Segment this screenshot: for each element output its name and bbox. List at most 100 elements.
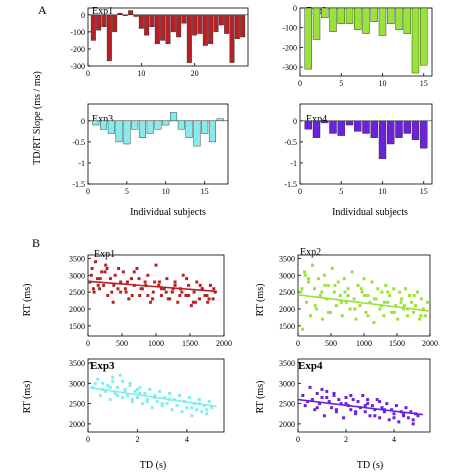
scatter-point	[370, 404, 374, 408]
scatter-point	[412, 294, 416, 297]
scatter-point	[93, 260, 97, 264]
bar	[378, 120, 387, 159]
scatter-point	[195, 408, 199, 412]
scatter-point	[364, 310, 368, 314]
scatter-point	[419, 297, 423, 301]
scatter-point	[303, 273, 307, 277]
x-tick-label: 10	[379, 79, 387, 88]
ylabel-b-bottom: RT (ms)	[22, 381, 33, 414]
y-tick-label: -200	[282, 43, 297, 52]
bar	[162, 120, 170, 126]
bar	[420, 120, 428, 149]
scatter-point	[146, 273, 150, 277]
bar	[229, 14, 235, 63]
scatter-point	[299, 290, 303, 294]
scatter-point	[398, 290, 402, 294]
scatter-point	[409, 410, 413, 414]
scatter-point	[404, 406, 408, 410]
scatter-point	[121, 379, 125, 383]
bar	[345, 120, 354, 126]
scatter-point	[358, 304, 362, 308]
scatter-point	[135, 387, 139, 391]
y-tick-label: 0	[81, 117, 85, 126]
y-tick-label: 2500	[69, 288, 85, 297]
scatter-point	[326, 283, 330, 287]
bar	[185, 120, 193, 138]
plot-title: Exp1	[94, 249, 115, 260]
scatter-point	[93, 381, 97, 385]
y-tick-label: -300	[70, 62, 85, 71]
scatter-point	[145, 398, 149, 402]
scatter-point	[328, 310, 332, 314]
scatter-point	[92, 290, 96, 294]
scatter-point	[340, 314, 344, 318]
bar	[403, 7, 411, 34]
scatter-point	[111, 300, 115, 304]
scatter-point	[402, 414, 406, 418]
scatter-point	[378, 416, 382, 420]
bar	[92, 120, 100, 126]
scatter-point	[392, 310, 396, 314]
scatter-point	[310, 398, 314, 402]
scatter-point	[392, 416, 396, 420]
scatter-point	[303, 404, 307, 408]
scatter-point	[149, 300, 153, 304]
y-tick-label: -300	[282, 63, 297, 72]
bar	[387, 120, 395, 145]
y-tick-label: 2000	[279, 420, 295, 429]
bar	[154, 120, 162, 130]
bar	[117, 12, 123, 16]
scatter-point	[106, 383, 110, 387]
y-tick-label: 3000	[69, 271, 85, 280]
x-tick-label: 5	[339, 79, 343, 88]
scatter-point	[138, 294, 142, 297]
scatter-point	[348, 307, 352, 311]
scatter-point	[111, 375, 115, 379]
scatter-point	[143, 280, 147, 284]
scatter-point	[132, 270, 136, 274]
scatter-point	[170, 408, 174, 412]
scatter-point	[112, 283, 116, 287]
bar	[193, 120, 201, 147]
ylabel-b-top-right: RT (ms)	[255, 284, 266, 317]
scatter-point	[121, 396, 125, 400]
scatter-point	[150, 406, 154, 410]
scatter-point	[210, 406, 214, 410]
scatter-point	[325, 396, 329, 400]
scatter-point	[160, 402, 164, 406]
ylabel-b-bottom-right: RT (ms)	[255, 381, 266, 414]
bar	[100, 120, 108, 130]
bar	[201, 120, 209, 134]
scatter-point	[173, 280, 177, 284]
scatter-point	[417, 317, 421, 321]
scatter-point	[360, 290, 364, 294]
scatter-point	[98, 287, 102, 291]
scatter-point	[378, 307, 382, 311]
scatter-point	[101, 381, 105, 385]
xlabel-b-left: TD (s)	[140, 460, 166, 471]
scatter-point	[372, 321, 376, 324]
bar	[138, 120, 146, 138]
y-tick-label: 3500	[69, 254, 85, 263]
scatter-point	[340, 300, 344, 304]
scatter-point	[300, 287, 304, 291]
x-tick-label: 2	[344, 435, 348, 444]
scatter-point	[187, 283, 191, 287]
scatter-point	[116, 385, 120, 389]
scatter-point	[366, 402, 370, 406]
bar	[186, 14, 192, 63]
scatter-point	[342, 277, 346, 281]
bar	[304, 120, 312, 130]
scatter-point	[103, 389, 107, 393]
xlabel-a-left: Individual subjects	[130, 207, 206, 218]
scatter-point	[106, 294, 110, 297]
scatter-point	[336, 280, 340, 284]
scatter-point	[406, 416, 410, 420]
scatter-point	[332, 391, 336, 395]
scatter-point	[392, 287, 396, 291]
scatter-point	[318, 402, 322, 406]
bar	[202, 14, 208, 46]
bar	[170, 112, 178, 122]
scatter-point	[361, 394, 365, 397]
